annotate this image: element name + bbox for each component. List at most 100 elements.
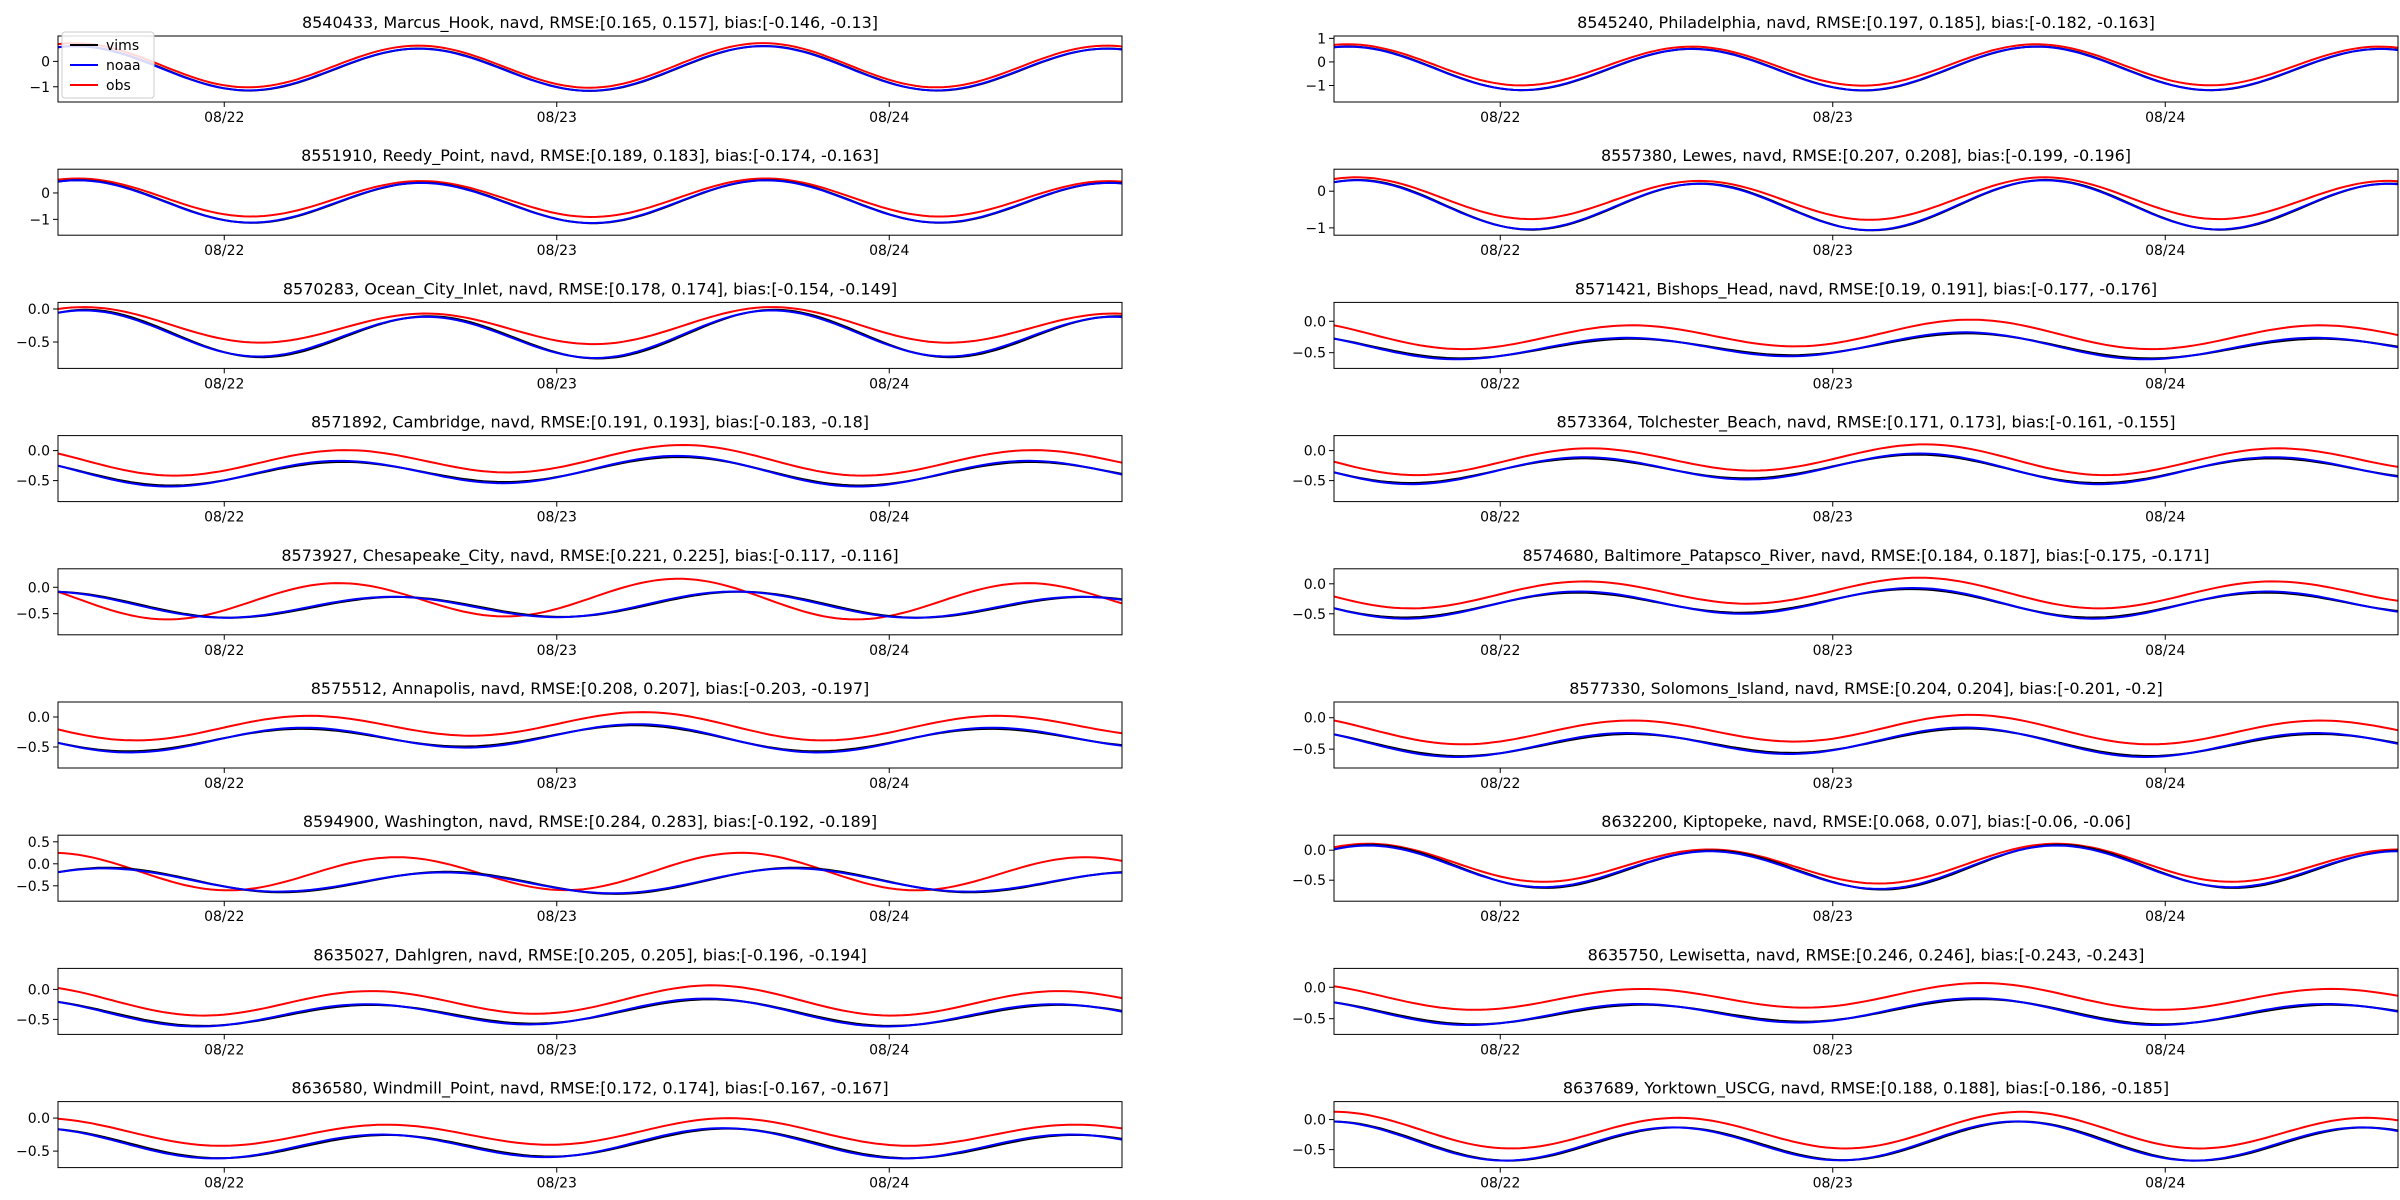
series-line-obs [1334, 1110, 2398, 1150]
x-tick-label: 08/24 [2145, 376, 2185, 392]
station-panel: 8594900, Washington, navd, RMSE:[0.284, … [16, 812, 1123, 925]
axes-frame [57, 701, 1123, 769]
panel-grid: 8540433, Marcus_Hook, navd, RMSE:[0.165,… [16, 13, 2399, 1192]
series-line-noaa [58, 1127, 1122, 1160]
x-tick-label: 08/24 [869, 643, 909, 659]
x-tick-label: 08/24 [869, 1176, 909, 1192]
axes-frame [1333, 35, 2399, 103]
axes-frame [57, 168, 1123, 236]
y-tick-label: 0.0 [28, 710, 50, 726]
y-tick-label: 0.0 [28, 444, 50, 460]
axes-frame [57, 1101, 1123, 1169]
panel-title: 8577330, Solomons_Island, navd, RMSE:[0.… [1569, 679, 2163, 699]
x-tick-label: 08/24 [869, 1042, 909, 1058]
y-tick-label: 0.0 [28, 1111, 50, 1127]
y-tick-label: −1 [1305, 221, 1326, 237]
series-line-noaa [58, 454, 1122, 488]
y-tick-label: −0.5 [16, 1144, 50, 1160]
series-line-noaa [1334, 179, 2398, 232]
panel-title: 8594900, Washington, navd, RMSE:[0.284, … [303, 812, 877, 831]
legend-label-noaa: noaa [106, 58, 141, 74]
y-tick-label: 0.0 [1304, 314, 1326, 330]
y-tick-label: 0 [41, 186, 50, 202]
panel-title: 8571892, Cambridge, navd, RMSE:[0.191, 0… [311, 413, 869, 432]
x-tick-label: 08/24 [869, 243, 909, 259]
x-tick-label: 08/22 [1480, 243, 1520, 259]
x-tick-label: 08/22 [1480, 909, 1520, 925]
series-line-vims [1334, 178, 2398, 232]
x-tick-label: 08/24 [869, 110, 909, 126]
y-tick-label: 0.0 [28, 580, 50, 596]
axes-frame [1333, 568, 2399, 636]
series-line-noaa [1334, 331, 2398, 361]
y-tick-label: 0.0 [28, 857, 50, 873]
x-tick-label: 08/23 [1813, 243, 1853, 259]
axes-frame [1333, 1101, 2399, 1169]
y-tick-label: 0.0 [1304, 843, 1326, 859]
station-panel: 8636580, Windmill_Point, navd, RMSE:[0.1… [16, 1079, 1123, 1192]
legend: vims noaa obs [61, 31, 155, 99]
y-tick-label: 0.0 [1304, 444, 1326, 460]
series-line-noaa [58, 309, 1122, 360]
x-tick-label: 08/22 [204, 243, 244, 259]
x-tick-label: 08/22 [1480, 776, 1520, 792]
x-tick-label: 08/22 [204, 909, 244, 925]
x-tick-label: 08/22 [204, 776, 244, 792]
panel-title: 8540433, Marcus_Hook, navd, RMSE:[0.165,… [302, 13, 878, 33]
panel-title: 8636580, Windmill_Point, navd, RMSE:[0.1… [291, 1079, 888, 1099]
panel-title: 8575512, Annapolis, navd, RMSE:[0.208, 0… [311, 679, 870, 698]
y-tick-label: −0.5 [16, 474, 50, 490]
x-tick-label: 08/24 [869, 510, 909, 526]
x-tick-label: 08/23 [537, 1176, 577, 1192]
series-line-obs [58, 177, 1122, 219]
panel-title: 8551910, Reedy_Point, navd, RMSE:[0.189,… [301, 146, 879, 166]
x-tick-label: 08/22 [1480, 510, 1520, 526]
panel-title: 8571421, Bishops_Head, navd, RMSE:[0.19,… [1575, 279, 2157, 299]
y-tick-label: −0.5 [1292, 1012, 1326, 1028]
x-tick-label: 08/22 [204, 110, 244, 126]
panel-title: 8635750, Lewisetta, navd, RMSE:[0.246, 0… [1588, 945, 2145, 964]
panel-title: 8635027, Dahlgren, navd, RMSE:[0.205, 0.… [313, 945, 866, 964]
series-line-obs [58, 711, 1122, 742]
panel-title: 8574680, Baltimore_Patapsco_River, navd,… [1522, 546, 2209, 566]
x-tick-label: 08/22 [1480, 110, 1520, 126]
axes-frame [57, 35, 1123, 103]
x-tick-label: 08/24 [2145, 643, 2185, 659]
series-line-noaa [1334, 844, 2398, 890]
series-line-noaa [58, 997, 1122, 1028]
y-tick-label: −1 [29, 212, 50, 228]
axes-frame [1333, 834, 2399, 902]
series-line-obs [58, 443, 1122, 477]
x-tick-label: 08/23 [537, 510, 577, 526]
y-tick-label: 0 [1317, 184, 1326, 200]
x-tick-label: 08/23 [1813, 376, 1853, 392]
y-tick-label: 0.0 [28, 982, 50, 998]
series-line-obs [58, 577, 1122, 621]
series-line-obs [58, 306, 1122, 346]
legend-box [61, 31, 155, 99]
series-line-vims [1334, 998, 2398, 1026]
legend-label-obs: obs [106, 78, 131, 94]
series-line-obs [1334, 318, 2398, 351]
axes-frame [57, 435, 1123, 503]
x-tick-label: 08/23 [1813, 776, 1853, 792]
x-tick-label: 08/23 [537, 909, 577, 925]
y-tick-label: −1 [1305, 79, 1326, 95]
series-line-noaa [58, 45, 1122, 92]
station-panel: 8571421, Bishops_Head, navd, RMSE:[0.19,… [1292, 279, 2399, 392]
axes-frame [57, 301, 1123, 369]
x-tick-label: 08/23 [1813, 110, 1853, 126]
x-tick-label: 08/22 [204, 510, 244, 526]
x-tick-label: 08/24 [869, 376, 909, 392]
x-tick-label: 08/22 [204, 1042, 244, 1058]
station-panel: 8545240, Philadelphia, navd, RMSE:[0.197… [1305, 13, 2399, 126]
series-line-noaa [58, 867, 1122, 895]
y-tick-label: −0.5 [1292, 607, 1326, 623]
axes-frame [1333, 701, 2399, 769]
y-tick-label: 0 [41, 54, 50, 70]
station-panel: 8540433, Marcus_Hook, navd, RMSE:[0.165,… [29, 13, 1123, 126]
series-line-obs [1334, 713, 2398, 746]
y-tick-label: −0.5 [16, 879, 50, 895]
y-tick-label: 0 [1317, 55, 1326, 71]
y-tick-label: −0.5 [16, 740, 50, 756]
